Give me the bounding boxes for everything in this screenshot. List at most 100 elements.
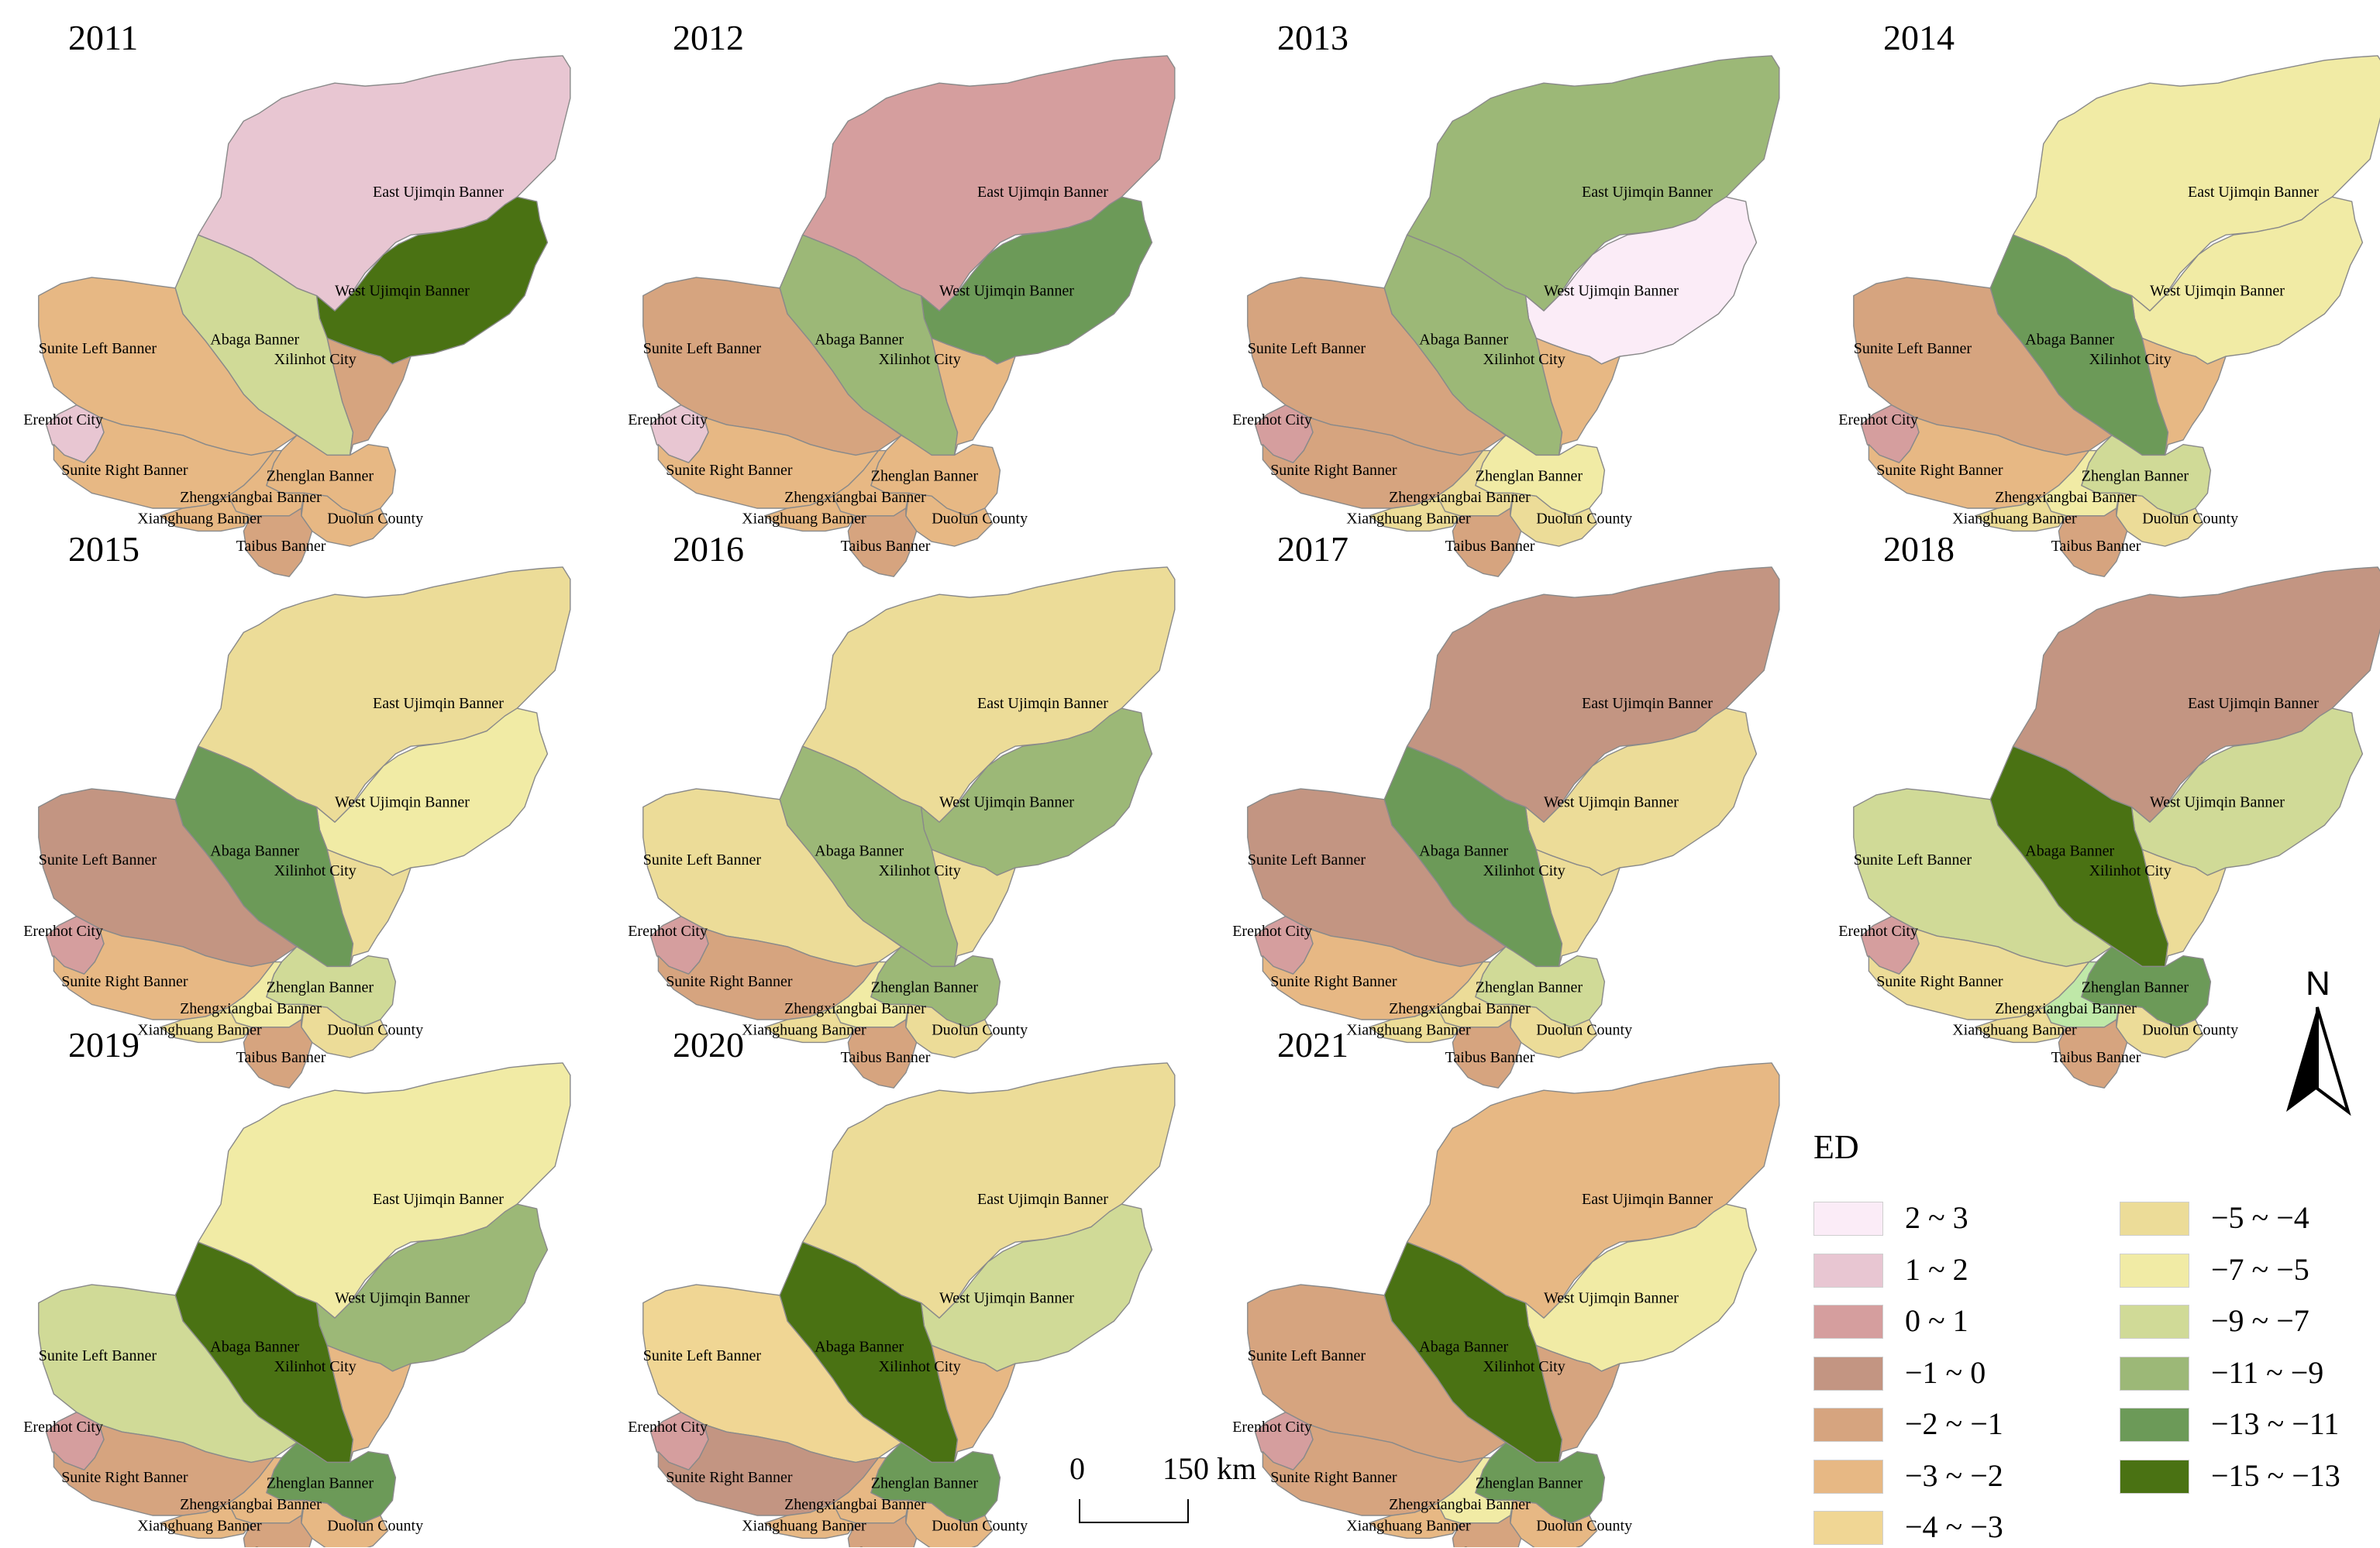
legend-swatch <box>2120 1202 2189 1236</box>
region-label-east-ujimqin: East Ujimqin Banner <box>1582 1191 1713 1208</box>
region-xianghuang <box>765 1503 856 1538</box>
region-label-west-ujimqin: West Ujimqin Banner <box>939 794 1074 811</box>
map-panel-2018 <box>1854 567 2380 1088</box>
region-label-east-ujimqin: East Ujimqin Banner <box>1582 184 1713 201</box>
region-label-west-ujimqin: West Ujimqin Banner <box>1544 794 1679 811</box>
legend-label: 0 ~ 1 <box>1905 1303 1968 1338</box>
legend-swatch <box>2120 1356 2189 1391</box>
region-taibus <box>1452 1020 1521 1088</box>
region-label-abaga: Abaga Banner <box>2025 331 2114 348</box>
region-sunite-right <box>658 417 878 508</box>
region-label-xianghuang: Xianghuang Banner <box>1346 1022 1471 1039</box>
region-label-taibus: Taibus Banner <box>841 1049 931 1066</box>
map-panel-2011 <box>39 56 570 576</box>
region-xilinhot <box>932 338 1015 455</box>
region-taibus <box>2058 508 2127 576</box>
region-xilinhot <box>932 849 1015 966</box>
map-panel-2017 <box>1248 567 1779 1088</box>
region-label-zhenglan: Zhenglan Banner <box>267 1475 374 1492</box>
region-label-xilinhot: Xilinhot City <box>274 351 356 368</box>
region-label-abaga: Abaga Banner <box>210 331 299 348</box>
region-xilinhot <box>1536 849 1620 966</box>
legend-item: −4 ~ −3 <box>1813 1506 2092 1545</box>
map-panel-2015 <box>39 567 570 1088</box>
north-arrow-icon <box>2286 1006 2351 1116</box>
region-label-xilinhot: Xilinhot City <box>1483 862 1565 879</box>
region-label-zhenglan: Zhenglan Banner <box>1476 1475 1583 1492</box>
legend-swatch <box>1813 1356 1883 1391</box>
region-label-xilinhot: Xilinhot City <box>879 1358 961 1375</box>
region-taibus <box>848 1020 916 1088</box>
region-label-xilinhot: Xilinhot City <box>2089 862 2172 879</box>
region-label-west-ujimqin: West Ujimqin Banner <box>939 1290 1074 1307</box>
legend-item: 1 ~ 2 <box>1813 1249 2092 1288</box>
region-sunite-right <box>53 1424 274 1515</box>
region-sunite-right <box>53 417 274 508</box>
region-label-duolun: Duolun County <box>1536 1518 1632 1535</box>
region-label-xianghuang: Xianghuang Banner <box>137 511 262 528</box>
region-label-xilinhot: Xilinhot City <box>1483 1358 1565 1375</box>
region-sunite-right <box>658 928 878 1020</box>
legend-title: ED <box>1813 1128 1859 1166</box>
map-panel-2019 <box>39 1063 570 1547</box>
region-label-zhengxiangbai: Zhengxiangbai Banner <box>180 1000 322 1017</box>
region-taibus <box>243 1020 312 1088</box>
region-xianghuang <box>765 496 856 531</box>
region-label-erenhot: Erenhot City <box>23 1419 103 1436</box>
legend-item: −15 ~ −13 <box>2120 1455 2380 1494</box>
panel-year-2012: 2012 <box>673 18 744 57</box>
panel-year-2016: 2016 <box>673 529 744 569</box>
legend-swatch <box>2120 1459 2189 1494</box>
region-label-xianghuang: Xianghuang Banner <box>137 1022 262 1039</box>
region-label-erenhot: Erenhot City <box>23 411 103 428</box>
region-label-xianghuang: Xianghuang Banner <box>1952 511 2077 528</box>
region-label-abaga: Abaga Banner <box>2025 842 2114 859</box>
region-label-east-ujimqin: East Ujimqin Banner <box>977 1191 1108 1208</box>
region-label-abaga: Abaga Banner <box>1419 331 1508 348</box>
region-label-erenhot: Erenhot City <box>1838 923 1918 940</box>
region-xianghuang <box>1369 496 1461 531</box>
region-label-duolun: Duolun County <box>327 1518 423 1535</box>
map-panel-2014 <box>1854 56 2380 576</box>
legend-label: −7 ~ −5 <box>2211 1251 2309 1287</box>
region-label-abaga: Abaga Banner <box>210 842 299 859</box>
region-label-taibus: Taibus Banner <box>2051 1049 2141 1066</box>
region-label-erenhot: Erenhot City <box>1232 923 1312 940</box>
region-label-sunite-right: Sunite Right Banner <box>1270 973 1397 990</box>
region-label-taibus: Taibus Banner <box>236 538 326 555</box>
region-label-erenhot: Erenhot City <box>628 923 708 940</box>
region-label-zhenglan: Zhenglan Banner <box>2082 468 2189 485</box>
map-panel-2021 <box>1248 1063 1779 1547</box>
legend-swatch <box>2120 1408 2189 1442</box>
region-label-xianghuang: Xianghuang Banner <box>742 1518 866 1535</box>
region-label-sunite-left: Sunite Left Banner <box>1248 1347 1366 1364</box>
legend-item: −13 ~ −11 <box>2120 1403 2380 1442</box>
panel-year-2021: 2021 <box>1277 1025 1348 1065</box>
region-label-sunite-right: Sunite Right Banner <box>666 462 793 479</box>
region-label-sunite-right: Sunite Right Banner <box>666 1469 793 1486</box>
region-label-west-ujimqin: West Ujimqin Banner <box>939 283 1074 300</box>
panel-year-2020: 2020 <box>673 1025 744 1065</box>
region-label-zhengxiangbai: Zhengxiangbai Banner <box>1389 1000 1531 1017</box>
region-label-duolun: Duolun County <box>2142 511 2238 528</box>
map-panel-2020 <box>643 1063 1175 1547</box>
region-xianghuang <box>1975 496 2067 531</box>
region-label-sunite-left: Sunite Left Banner <box>643 1347 762 1364</box>
legend-item: −9 ~ −7 <box>2120 1300 2380 1339</box>
region-xilinhot <box>1536 1345 1620 1462</box>
region-label-taibus: Taibus Banner <box>2051 538 2141 555</box>
region-xilinhot <box>1536 338 1620 455</box>
legend-label: −9 ~ −7 <box>2211 1303 2309 1338</box>
region-label-zhenglan: Zhenglan Banner <box>1476 468 1583 485</box>
legend-swatch <box>1813 1459 1883 1494</box>
region-taibus <box>848 508 916 576</box>
region-label-erenhot: Erenhot City <box>23 923 103 940</box>
region-label-zhengxiangbai: Zhengxiangbai Banner <box>180 489 322 506</box>
region-label-duolun: Duolun County <box>327 511 423 528</box>
region-label-sunite-left: Sunite Left Banner <box>643 851 762 869</box>
region-label-duolun: Duolun County <box>327 1022 423 1039</box>
region-label-abaga: Abaga Banner <box>210 1338 299 1355</box>
region-xianghuang <box>765 1007 856 1042</box>
region-label-sunite-left: Sunite Left Banner <box>1248 851 1366 869</box>
region-label-sunite-left: Sunite Left Banner <box>39 340 157 357</box>
